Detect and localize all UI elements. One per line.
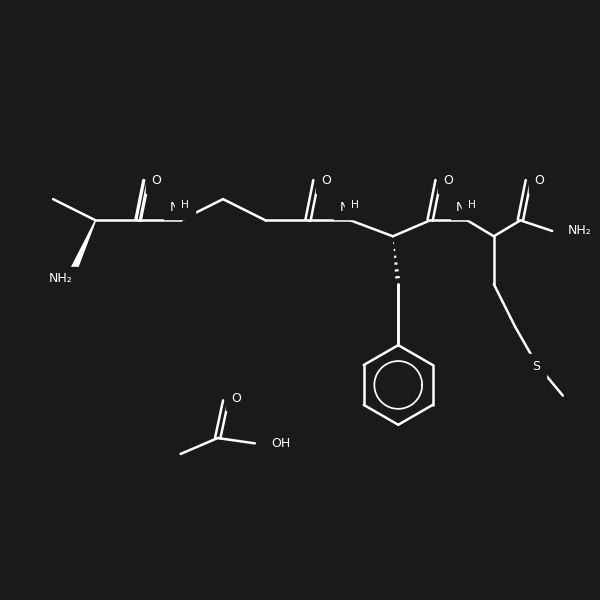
Text: O: O bbox=[444, 174, 454, 187]
Text: O: O bbox=[322, 174, 331, 187]
Text: O: O bbox=[152, 174, 161, 187]
Text: OH: OH bbox=[271, 437, 290, 450]
Text: N: N bbox=[340, 200, 349, 214]
Text: O: O bbox=[232, 392, 241, 405]
Text: N: N bbox=[456, 200, 466, 214]
Text: N: N bbox=[169, 200, 179, 214]
Polygon shape bbox=[71, 220, 95, 269]
Text: NH₂: NH₂ bbox=[568, 224, 592, 238]
Text: H: H bbox=[467, 200, 475, 211]
Text: O: O bbox=[534, 174, 544, 187]
Text: S: S bbox=[532, 360, 540, 373]
Text: NH₂: NH₂ bbox=[49, 272, 73, 285]
Text: H: H bbox=[182, 202, 190, 212]
Text: H: H bbox=[352, 202, 359, 212]
Text: H: H bbox=[181, 200, 189, 211]
Text: H: H bbox=[351, 200, 359, 211]
Text: H: H bbox=[469, 202, 476, 212]
